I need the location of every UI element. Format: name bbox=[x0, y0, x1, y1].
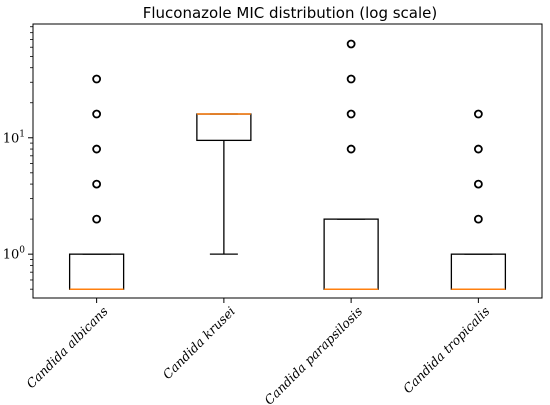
outlier-point bbox=[473, 214, 483, 224]
box-iqr bbox=[68, 253, 125, 290]
outlier-point bbox=[346, 109, 356, 119]
outlier-point bbox=[92, 109, 102, 119]
outlier-point bbox=[473, 109, 483, 119]
box-iqr bbox=[323, 218, 379, 290]
outlier-point bbox=[92, 144, 102, 154]
outlier-point bbox=[346, 74, 356, 84]
x-tick-label: Candida tropicalis bbox=[400, 304, 493, 397]
plot-marks: 100 101 Candida albicans Candida krusei Cand… bbox=[3, 26, 507, 405]
plot-frame bbox=[32, 23, 543, 299]
outlier-point bbox=[346, 144, 356, 154]
y-tick-label: 100 bbox=[3, 246, 26, 263]
outlier-point bbox=[346, 39, 356, 49]
y-tick-label: 101 bbox=[3, 129, 25, 146]
box-iqr bbox=[196, 113, 252, 142]
x-tick-label: Candida krusei bbox=[160, 304, 238, 382]
outlier-point bbox=[473, 179, 483, 189]
box-iqr bbox=[450, 253, 507, 290]
outlier-point bbox=[92, 214, 102, 224]
x-tick-label: Candida parapsilosis bbox=[261, 304, 365, 405]
outlier-point bbox=[92, 74, 102, 84]
outlier-point bbox=[92, 179, 102, 189]
x-tick-label: Candida albicans bbox=[23, 304, 111, 392]
outlier-point bbox=[473, 144, 483, 154]
chart-title: Fluconazole MIC distribution (log scale) bbox=[143, 4, 438, 22]
